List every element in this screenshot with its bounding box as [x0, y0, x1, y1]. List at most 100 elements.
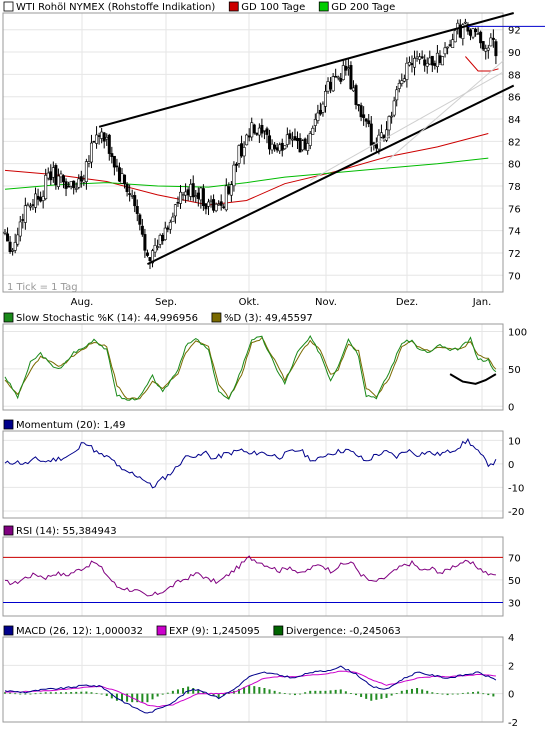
candle-body — [283, 145, 287, 150]
divergence-bar — [385, 693, 388, 698]
legend-swatch — [3, 625, 14, 636]
divergence-bar — [227, 693, 230, 694]
candle-body — [245, 134, 249, 146]
legend-swatch — [211, 312, 222, 323]
candle-body — [468, 29, 472, 36]
divergence-bar — [283, 693, 286, 694]
divergence-bar — [59, 692, 62, 694]
divergence-bar — [456, 693, 459, 695]
divergence-bar — [29, 693, 32, 695]
rsi-line — [4, 555, 496, 597]
divergence-bar — [410, 688, 413, 694]
candle-body — [402, 78, 406, 82]
candle-body — [237, 145, 241, 164]
legend-swatch — [156, 625, 167, 636]
candle-body — [311, 127, 315, 135]
divergence-bar — [54, 692, 57, 694]
candle-body — [115, 165, 119, 168]
divergence-bar — [121, 693, 124, 702]
y-tick-label: 50 — [508, 576, 521, 587]
candle-body — [379, 132, 383, 138]
candle-body — [306, 143, 310, 151]
candle-body — [130, 195, 134, 197]
divergence-bar — [482, 693, 485, 695]
candle-body — [260, 124, 264, 134]
sma-100-line — [4, 133, 489, 206]
divergence-bar — [166, 692, 169, 694]
divergence-bar — [380, 693, 383, 699]
legend-label: %D (3): 49,45597 — [224, 313, 313, 324]
divergence-bar — [416, 688, 419, 694]
candle-body — [112, 155, 116, 168]
candle-body — [433, 63, 437, 66]
candle-body — [171, 216, 175, 223]
candle-body — [97, 135, 101, 137]
legend-label: RSI (14): 55,384943 — [16, 526, 117, 537]
legend-swatch — [3, 419, 14, 430]
candle-body — [428, 57, 432, 65]
candle-body — [247, 135, 251, 138]
divergence-bar — [110, 693, 113, 699]
candle-body — [21, 219, 25, 221]
divergence-bar — [253, 686, 256, 694]
candle-body — [463, 21, 467, 24]
y-tick-label: 88 — [508, 70, 521, 81]
legend-label: GD 100 Tage — [241, 2, 305, 13]
candle-body — [413, 58, 417, 68]
divergence-bar — [100, 693, 103, 695]
divergence-bar — [436, 693, 439, 694]
candle-body — [26, 204, 30, 207]
candle-body — [400, 80, 404, 84]
candle-body — [92, 141, 96, 143]
candle-body — [62, 175, 66, 183]
candle-body — [82, 179, 86, 183]
divergence-bar — [19, 693, 22, 695]
divergence-bar — [9, 692, 12, 694]
legend-label: Divergence: -0,245063 — [286, 626, 401, 637]
candle-body — [166, 227, 170, 230]
candle-body — [397, 83, 401, 89]
candle-body — [476, 33, 480, 35]
candle-body — [270, 143, 274, 151]
candle-body — [18, 221, 22, 237]
divergence-bar — [217, 693, 220, 698]
divergence-bar — [24, 693, 27, 695]
candle-body — [430, 55, 434, 66]
divergence-bar — [34, 693, 37, 695]
divergence-bar — [263, 688, 266, 694]
stochastic-k-line — [4, 334, 497, 401]
divergence-bar — [344, 691, 347, 694]
candle-body — [234, 163, 238, 166]
candle-body — [64, 181, 68, 189]
divergence-bar — [466, 692, 469, 694]
divergence-bar — [136, 693, 139, 703]
divergence-bar — [451, 693, 454, 695]
divergence-bar — [75, 691, 78, 694]
candle-body — [140, 225, 144, 235]
candle-body — [369, 123, 373, 146]
momentum-line — [4, 437, 497, 489]
candle-body — [89, 142, 93, 163]
candle-body — [321, 103, 325, 113]
faint-trendline — [309, 71, 504, 181]
divergence-bar — [446, 693, 449, 696]
divergence-bar — [90, 692, 93, 694]
candle-body — [194, 195, 198, 197]
candle-body — [39, 197, 43, 202]
candle-body — [481, 41, 485, 50]
candle-body — [135, 206, 139, 214]
candle-body — [316, 112, 320, 121]
legend-label: GD 200 Tage — [331, 2, 395, 13]
candle-body — [59, 173, 63, 178]
divergence-bar — [324, 690, 327, 694]
candle-body — [13, 242, 17, 251]
candle-body — [313, 119, 317, 126]
candle-body — [407, 62, 411, 66]
y-tick-label: 86 — [508, 93, 521, 104]
candle-body — [181, 194, 185, 196]
y-tick-label: 100 — [508, 327, 527, 338]
candle-body — [189, 183, 193, 197]
candle-body — [265, 128, 269, 135]
y-tick-label: 0 — [508, 460, 514, 471]
